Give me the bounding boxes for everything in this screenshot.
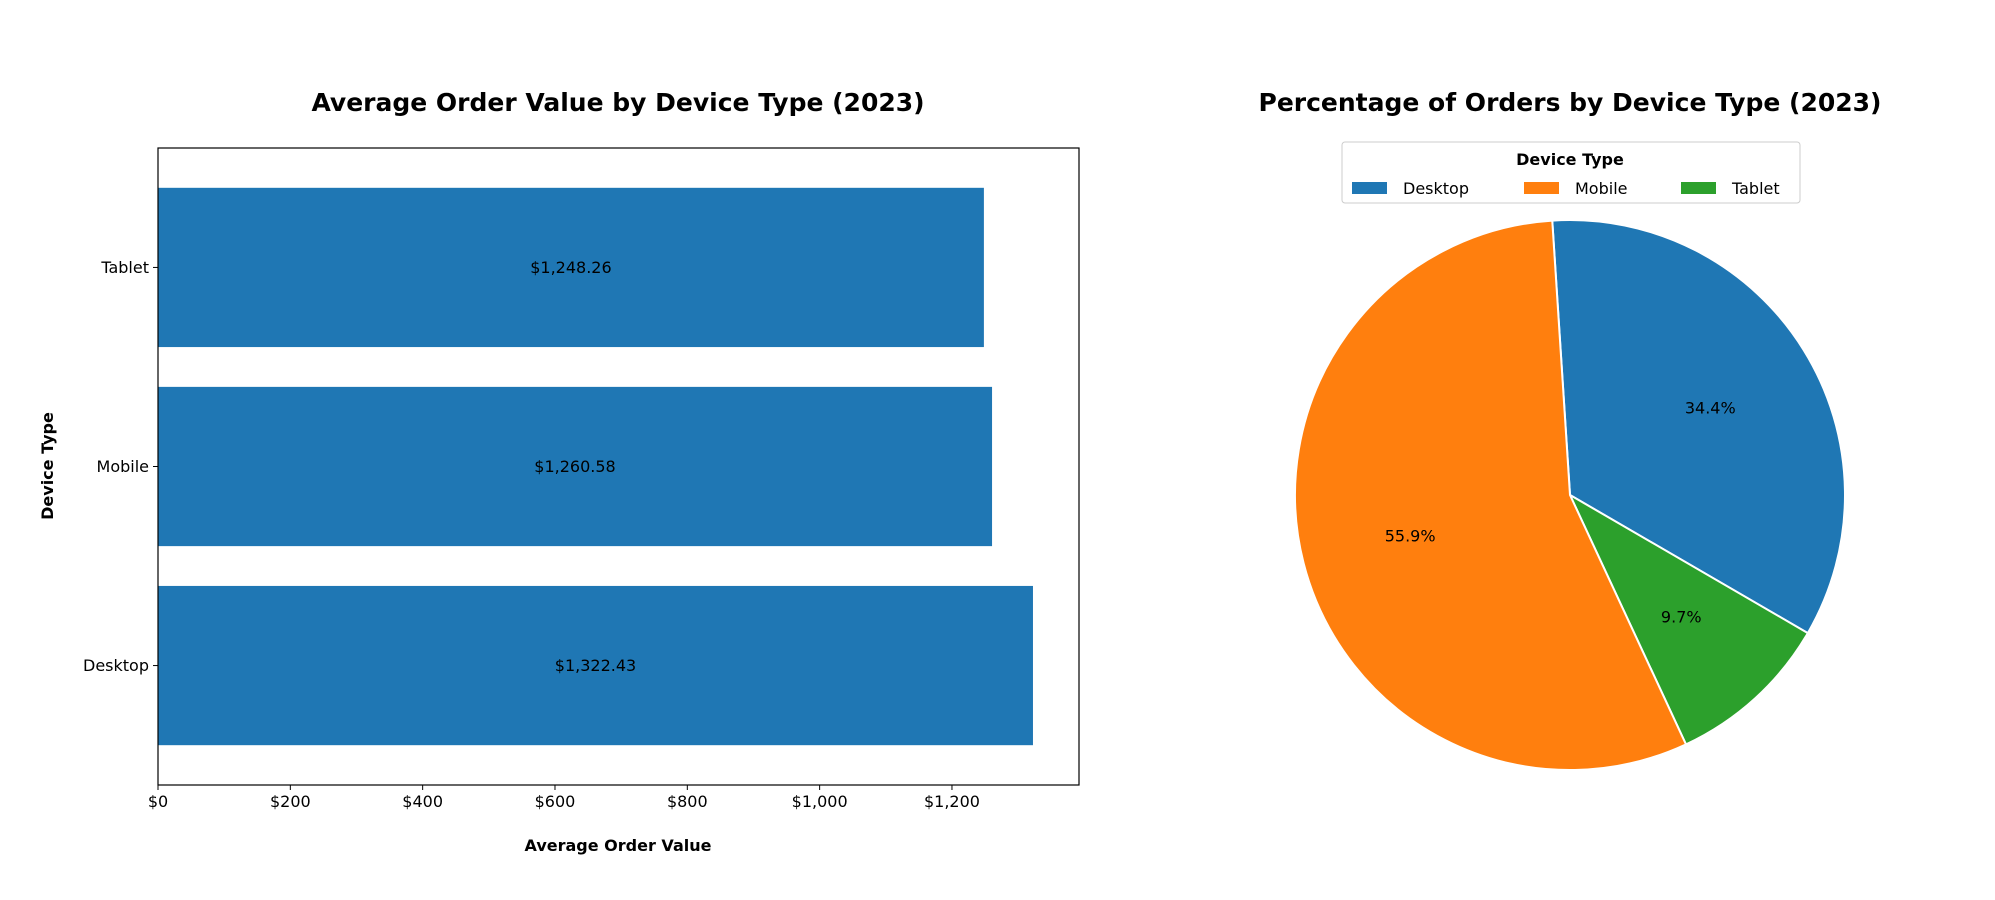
pie-data-label: 9.7% <box>1661 607 1702 626</box>
pie-data-label: 34.4% <box>1685 399 1736 418</box>
x-tick-label: $1,200 <box>924 792 980 811</box>
legend-title: Device Type <box>1516 150 1624 169</box>
pie-chart: Percentage of Orders by Device Type (202… <box>1259 88 1882 771</box>
pie-slice-mobile <box>1294 219 1688 771</box>
x-tick-label: $600 <box>535 792 576 811</box>
bar-data-label: $1,260.58 <box>534 457 615 476</box>
x-tick-label: $400 <box>402 792 443 811</box>
x-axis-label: Average Order Value <box>525 836 712 855</box>
legend-swatch-tablet <box>1681 182 1716 194</box>
x-tick-label: $200 <box>270 792 311 811</box>
y-tick-label: Mobile <box>97 457 149 476</box>
x-tick-label: $800 <box>667 792 708 811</box>
bar-data-label: $1,322.43 <box>555 656 636 675</box>
y-tick-label: Desktop <box>83 656 149 675</box>
pie-chart-title: Percentage of Orders by Device Type (202… <box>1259 88 1882 117</box>
pie-slice-desktop <box>1551 219 1846 635</box>
bar-chart: Average Order Value by Device Type (2023… <box>38 88 1080 855</box>
pie-data-label: 55.9% <box>1385 526 1436 545</box>
x-tick-label: $1,000 <box>792 792 848 811</box>
legend-label: Tablet <box>1731 179 1780 198</box>
legend-swatch-mobile <box>1524 182 1559 194</box>
legend: Device Type Desktop Mobile Tablet <box>1341 141 1801 204</box>
bar-chart-title: Average Order Value by Device Type (2023… <box>311 88 924 117</box>
bar-mobile <box>158 386 993 547</box>
bar-tablet <box>158 187 984 348</box>
bar-data-label: $1,248.26 <box>530 258 611 277</box>
legend-label: Mobile <box>1575 179 1627 198</box>
bar-desktop <box>158 585 1033 746</box>
y-tick-label: Tablet <box>100 258 149 277</box>
legend-swatch-desktop <box>1352 182 1387 194</box>
y-axis-label: Device Type <box>38 412 57 520</box>
pie-slice-tablet <box>1567 492 1810 746</box>
legend-label: Desktop <box>1403 179 1469 198</box>
x-tick-label: $0 <box>148 792 168 811</box>
